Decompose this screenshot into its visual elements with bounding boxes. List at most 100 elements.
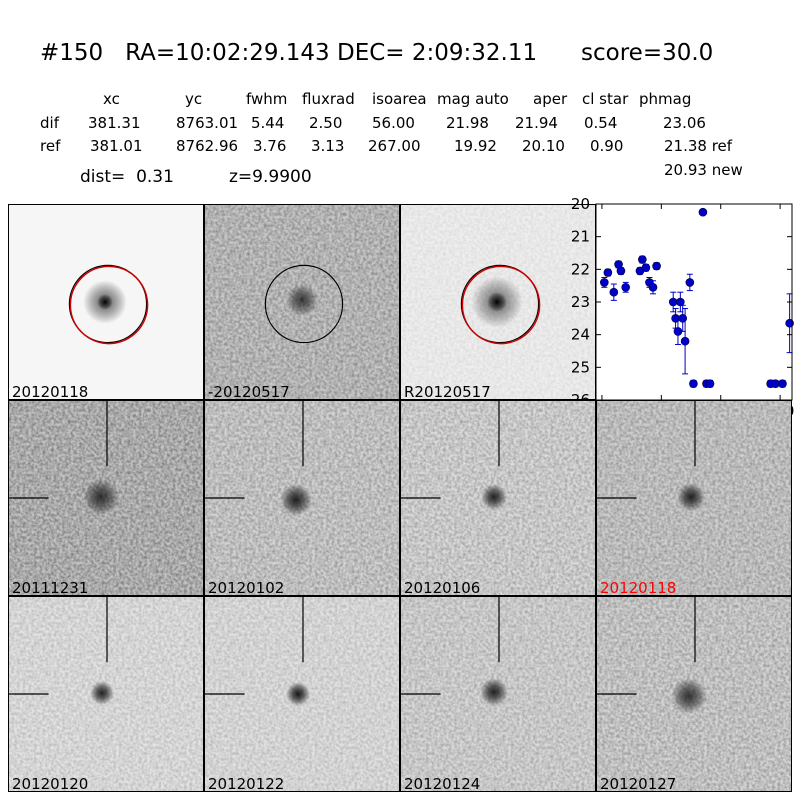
- stamp-label: 20120122: [208, 775, 285, 792]
- ref-aperture-circle: [69, 265, 149, 345]
- stamp-epoch: 20120122: [204, 596, 400, 792]
- dif-fwhm: 5.44: [251, 114, 285, 132]
- ref-cl-star: 0.90: [590, 137, 624, 155]
- data-point: [638, 255, 647, 264]
- data-point: [652, 261, 661, 271]
- data-point: [685, 278, 695, 287]
- ref-isoarea: 267.00: [368, 137, 421, 155]
- page-title: #150 RA=10:02:29.143 DEC= 2:09:32.11 sco…: [40, 40, 713, 66]
- stamp-image: [401, 205, 595, 399]
- stamp-image: [205, 597, 399, 791]
- ref-phmag: 21.38 ref: [664, 137, 733, 155]
- dif-mag-auto: 21.98: [446, 114, 489, 132]
- data-point: [609, 287, 619, 297]
- data-point: [600, 278, 609, 287]
- col-cl-star: cl star: [582, 90, 629, 108]
- stamp-epoch: 20120120: [8, 596, 204, 792]
- stamp-label: 20120124: [404, 775, 481, 792]
- dif-cl-star: 0.54: [584, 114, 618, 132]
- data-point: [771, 379, 780, 388]
- stamp-label: 20111231: [12, 579, 89, 596]
- col-mag-auto: mag auto: [437, 90, 509, 108]
- col-fwhm: fwhm: [246, 90, 288, 108]
- col-yc: yc: [185, 90, 203, 108]
- stamp-label: 20120118: [600, 579, 677, 596]
- dec-value: DEC= 2:09:32.11: [337, 40, 538, 66]
- y-tick-label: 22: [571, 260, 590, 278]
- data-point: [603, 268, 613, 277]
- aperture-circle: [68, 264, 148, 344]
- stamp-epoch: 20111231: [8, 400, 204, 596]
- col-isoarea: isoarea: [372, 90, 427, 108]
- stamp-label: 20120118: [12, 383, 89, 400]
- stamp-label: 20120106: [404, 579, 481, 596]
- data-point: [616, 266, 626, 276]
- dist-value: dist= 0.31: [80, 167, 174, 187]
- stamp-epoch-highlighted: 20120118: [596, 400, 792, 596]
- stamp-epoch: 20120106: [400, 400, 596, 596]
- ref-aper: 20.10: [522, 137, 565, 155]
- ref-fwhm: 3.76: [253, 137, 287, 155]
- y-tick-label: 21: [571, 228, 590, 246]
- ref-fluxrad: 3.13: [311, 137, 345, 155]
- data-point: [621, 283, 630, 292]
- data-point: [648, 283, 658, 292]
- data-point: [778, 379, 787, 388]
- stamp-epoch: 20120127: [596, 596, 792, 792]
- stamp-image: [9, 597, 203, 791]
- stamp-image: [205, 205, 399, 399]
- data-point: [676, 297, 685, 307]
- dif-isoarea: 56.00: [372, 114, 415, 132]
- stamp-image: [9, 401, 203, 595]
- aperture-circle: [460, 264, 540, 344]
- col-fluxrad: fluxrad: [302, 90, 355, 108]
- data-point: [689, 379, 698, 388]
- dif-phmag: 23.06: [663, 114, 706, 132]
- stamp-epoch: 20120102: [204, 400, 400, 596]
- light-curve-chart: 20212223242526050100150: [571, 195, 795, 420]
- z-value: z=9.9900: [229, 167, 312, 187]
- stamp-label: 20120120: [12, 775, 89, 792]
- stamp-label: -20120517: [208, 383, 290, 400]
- ref-mag-auto: 19.92: [454, 137, 497, 155]
- plot-frame: [595, 203, 793, 401]
- ref-yc: 8762.96: [176, 137, 239, 155]
- stamp-diff: -20120517: [204, 204, 400, 400]
- col-xc: xc: [103, 90, 120, 108]
- row-label-ref: ref: [40, 137, 61, 155]
- stamp-image: [9, 205, 203, 399]
- dif-aper: 21.94: [515, 114, 558, 132]
- col-aper: aper: [533, 90, 568, 108]
- data-point: [705, 379, 715, 388]
- dif-fluxrad: 2.50: [309, 114, 343, 132]
- y-tick-label: 20: [571, 195, 590, 213]
- stamp-label: 20120102: [208, 579, 285, 596]
- col-phmag: phmag: [639, 90, 692, 108]
- ref-aperture-circle: [461, 265, 541, 345]
- stamp-new: 20120118: [8, 204, 204, 400]
- dif-xc: 381.31: [88, 114, 141, 132]
- new-mag: 20.93 new: [664, 161, 743, 179]
- stamp-image: [401, 401, 595, 595]
- y-tick-label: 25: [571, 358, 590, 376]
- stamp-label: R20120517: [404, 383, 491, 400]
- candidate-id: #150: [40, 40, 104, 66]
- stamp-image: [597, 401, 791, 595]
- data-point: [698, 207, 708, 217]
- stamp-label: 20120127: [600, 775, 677, 792]
- stamp-grid: 20120118 -20120517 R20120517 20 21 22 23 24 2…: [8, 195, 795, 792]
- dif-yc: 8763.01: [176, 114, 239, 132]
- data-point: [641, 263, 651, 273]
- stamp-image: [205, 401, 399, 595]
- stamp-image: [597, 597, 791, 791]
- row-label-dif: dif: [40, 114, 59, 132]
- y-tick-label: 24: [571, 326, 590, 344]
- stamp-ref: R20120517: [400, 204, 596, 400]
- light-curve-panel: 20212223242526050100150: [571, 195, 795, 420]
- data-point: [680, 336, 690, 346]
- ra-value: RA=10:02:29.143: [125, 40, 330, 66]
- y-tick-label: 23: [571, 293, 590, 311]
- stamp-image: [401, 597, 595, 791]
- score-value: score=30.0: [581, 40, 714, 66]
- data-point: [668, 297, 678, 307]
